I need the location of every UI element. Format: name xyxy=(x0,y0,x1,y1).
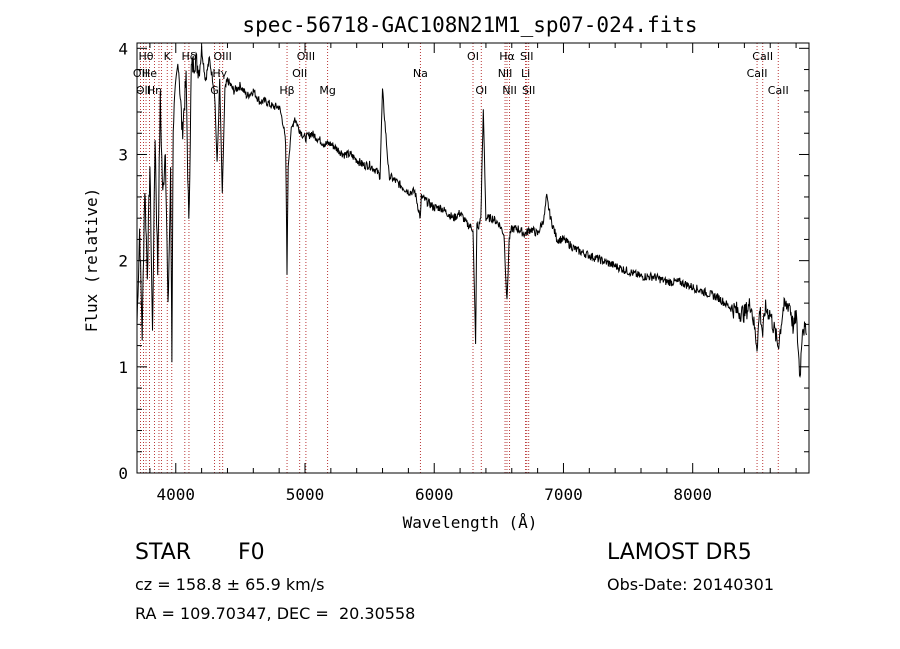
x-tick-label: 4000 xyxy=(157,485,196,504)
line-marker-label: Hη xyxy=(147,84,162,97)
redshift-readout: cz = 158.8 ± 65.9 km/s xyxy=(135,575,325,594)
line-marker-label: OII xyxy=(292,67,307,80)
y-tick-label: 3 xyxy=(118,145,128,164)
line-marker-label: NII xyxy=(498,67,513,80)
line-marker-label: Hβ xyxy=(279,84,294,97)
y-tick-label: 1 xyxy=(118,358,128,377)
observation-date: Obs-Date: 20140301 xyxy=(607,575,775,594)
spectral-line-markers xyxy=(140,43,779,473)
line-marker-label: OI xyxy=(475,84,487,97)
axes: 4000 5000 6000 7000 8000 0 1 2 3 4 xyxy=(118,39,809,504)
line-marker-label: CaII xyxy=(768,84,789,97)
object-class: STAR xyxy=(135,540,192,565)
x-tick-label: 5000 xyxy=(286,485,325,504)
spectrum-line xyxy=(136,45,807,378)
line-marker-label: Hα xyxy=(499,50,515,63)
object-subclass: F0 xyxy=(238,540,265,565)
line-marker-label: Hθ xyxy=(139,50,154,63)
line-marker-label: OIII xyxy=(297,50,315,63)
x-tick-label: 8000 xyxy=(673,485,712,504)
line-marker-label: Na xyxy=(413,67,428,80)
line-marker-label: K xyxy=(164,50,172,63)
survey-name: LAMOST DR5 xyxy=(607,540,752,565)
line-marker-label: CaII xyxy=(752,50,773,63)
line-marker-label: He xyxy=(142,67,157,80)
line-marker-label: Mg xyxy=(319,84,335,97)
x-tick-label: 7000 xyxy=(544,485,583,504)
plot-frame xyxy=(136,42,810,474)
x-axis-label: Wavelength (Å) xyxy=(403,513,538,532)
x-tick-label: 6000 xyxy=(415,485,454,504)
y-axis-label: Flux (relative) xyxy=(82,188,101,333)
line-marker-label: Hγ xyxy=(212,67,227,80)
line-marker-label: OI xyxy=(467,50,479,63)
line-marker-label: Li xyxy=(521,67,530,80)
coordinates: RA = 109.70347, DEC = 20.30558 xyxy=(135,604,416,623)
y-tick-label: 4 xyxy=(118,39,128,58)
line-marker-label: OIII xyxy=(213,50,231,63)
chart-title: spec-56718-GAC108N21M1_sp07-024.fits xyxy=(242,13,697,37)
y-tick-label: 2 xyxy=(118,252,128,271)
line-marker-label: SII xyxy=(520,50,533,63)
line-marker-label: Hδ xyxy=(181,50,196,63)
line-marker-label: OII xyxy=(136,84,151,97)
line-marker-label: NII xyxy=(502,84,517,97)
y-tick-label: 0 xyxy=(118,464,128,483)
line-marker-label: SII xyxy=(522,84,535,97)
line-marker-label: CaII xyxy=(747,67,768,80)
